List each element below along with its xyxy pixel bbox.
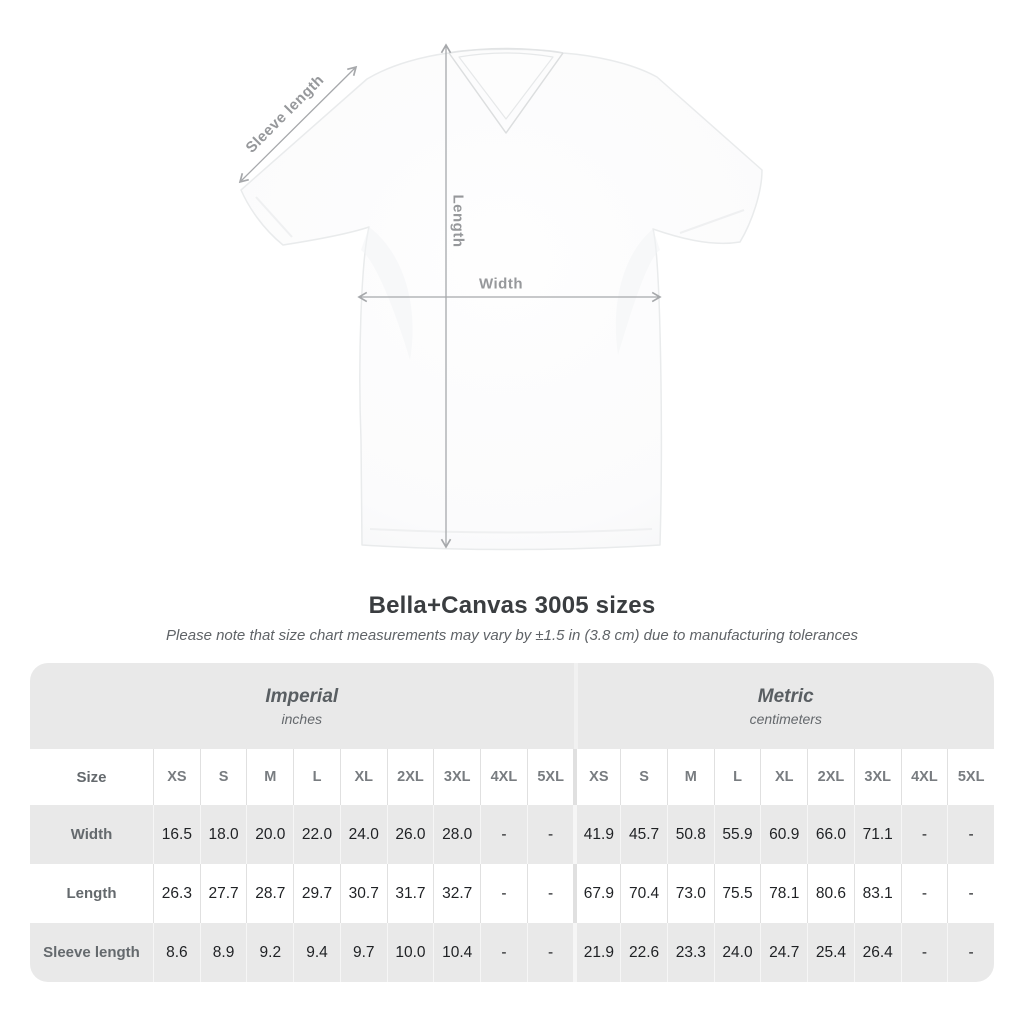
row-label: Width [30,805,153,864]
size-col-header-imperial-XS: XS [153,749,200,805]
metric-unit: centimeters [749,710,822,727]
metric-label: Metric [757,685,814,707]
size-value-cell: 20.0 [246,805,294,864]
size-col-header-metric-4XL: 4XL [900,749,948,805]
size-value-cell: 8.6 [153,923,200,982]
size-value-cell: 28.0 [433,805,481,864]
size-value-cell: 73.0 [666,864,714,923]
table-row: Length 26.3 27.7 28.7 29.7 30.7 31.7 32.7- -67.9… [30,864,994,923]
size-value-cell: 29.7 [293,864,340,923]
size-value-cell: - [947,864,994,923]
size-value-cell: - [526,805,574,864]
size-col-header-metric-S: S [620,749,667,805]
size-value-cell: 26.3 [153,864,200,923]
tshirt-illustration [238,43,763,551]
size-value-cell: 8.9 [199,923,247,982]
size-value-cell: 75.5 [713,864,761,923]
table-row: Width 16.5 18.0 20.0 22.0 24.0 26.0 28.0- -41.9 4… [30,805,994,864]
row-label: Length [66,885,117,902]
sleeve-length-arrow [238,65,358,184]
size-value-cell: 71.1 [853,805,901,864]
size-col-header-imperial-5XL: 5XL [526,749,574,805]
size-value-cell: 66.0 [807,805,854,864]
tshirt-shape [240,47,763,551]
size-value-cell: - [900,805,948,864]
size-col-header-imperial-2XL: 2XL [386,749,434,805]
table-row: Sleeve length 8.6 8.9 9.2 9.4 9.7 10.0 10.4- -21… [30,923,994,982]
size-value-cell: 9.7 [339,923,387,982]
size-value-cell: 9.2 [246,923,294,982]
size-value-cell: - [480,805,527,864]
size-col-header-metric-L: L [713,749,761,805]
unit-band: Imperial inches Metric centimeters [30,663,994,749]
size-value-cell: - [947,923,994,982]
size-value-cell: - [947,805,994,864]
metric-unit-header: Metric centimeters [573,663,994,749]
imperial-label: Imperial [265,685,339,707]
size-col-header-metric-3XL: 3XL [853,749,901,805]
imperial-unit-header: Imperial inches [30,663,574,749]
size-value-cell: 28.7 [246,864,293,923]
length-label: Length [449,194,467,248]
size-value-cell: 45.7 [620,805,667,864]
tshirt-measurement-diagram: Sleeve length Length Width [238,43,763,551]
imperial-unit: inches [281,710,322,727]
size-col-header-metric-5XL: 5XL [947,749,994,805]
size-value-cell: 21.9 [573,923,621,982]
size-value-cell: 9.4 [293,923,340,982]
size-value-cell: 78.1 [760,864,807,923]
size-value-cell: 41.9 [573,805,621,864]
size-value-cell: 80.6 [807,864,854,923]
size-col-header-metric-2XL: 2XL [807,749,854,805]
size-value-cell: 27.7 [199,864,247,923]
size-value-cell: 18.0 [199,805,247,864]
size-value-cell: - [480,923,527,982]
size-col-header-imperial-L: L [293,749,340,805]
size-header-row: Size XS S M L XL 2XL 3XL 4XL 5XL XS S M L XL 2XL 3XL 4XL 5… [30,749,994,805]
size-col-header-imperial-S: S [199,749,247,805]
size-value-cell: - [900,923,948,982]
size-value-cell: 24.7 [760,923,808,982]
size-value-cell: 31.7 [386,864,434,923]
size-chart-table: Imperial inches Metric centimeters Size X… [30,663,994,982]
size-value-cell: 32.7 [433,864,480,923]
size-chart-heading: Bella+Canvas 3005 sizes Please note that… [0,592,1024,644]
size-value-cell: 24.0 [713,923,761,982]
size-value-cell: 25.4 [807,923,854,982]
size-value-cell: 55.9 [713,805,761,864]
size-column-header: Size [76,768,107,786]
size-value-cell: 83.1 [853,864,901,923]
size-value-cell: 10.4 [433,923,481,982]
size-value-cell: 30.7 [339,864,387,923]
tolerance-note: Please note that size chart measurements… [166,627,858,644]
size-value-cell: - [480,864,527,923]
size-value-cell: 26.4 [853,923,901,982]
size-col-header-imperial-M: M [246,749,293,805]
size-value-cell: 16.5 [153,805,200,864]
size-value-cell: 10.0 [386,923,434,982]
size-value-cell: 26.0 [386,805,434,864]
size-value-cell: - [526,864,574,923]
size-col-header-imperial-3XL: 3XL [433,749,480,805]
size-value-cell: 24.0 [339,805,387,864]
size-value-cell: 22.6 [620,923,667,982]
size-value-cell: - [900,864,948,923]
size-value-cell: 22.0 [293,805,340,864]
row-label: Sleeve length [30,923,153,982]
size-col-header-imperial-4XL: 4XL [480,749,527,805]
size-value-cell: 70.4 [620,864,667,923]
size-col-header-metric-M: M [666,749,714,805]
size-col-header-metric-XS: XS [573,749,620,805]
width-label: Width [478,275,524,293]
size-value-cell: 60.9 [760,805,808,864]
size-value-cell: 50.8 [666,805,714,864]
page-title: Bella+Canvas 3005 sizes [368,592,656,619]
size-value-cell: - [526,923,574,982]
size-col-header-metric-XL: XL [760,749,807,805]
size-value-cell: 23.3 [666,923,714,982]
size-value-cell: 67.9 [573,864,620,923]
size-col-header-imperial-XL: XL [339,749,387,805]
